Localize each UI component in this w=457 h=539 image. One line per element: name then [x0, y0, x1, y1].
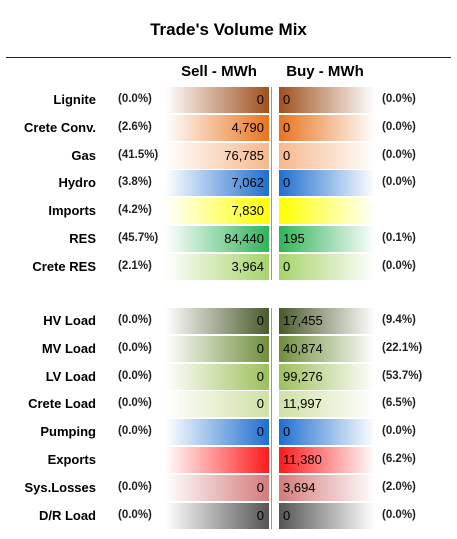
buy-percent: (0.0%) [382, 148, 416, 161]
row-category-label: D/R Load [38, 507, 96, 523]
row-category-label: Gas [71, 147, 96, 163]
sell-value-cell: 76,785 [165, 142, 269, 169]
chart-title: Trade's Volume Mix [150, 20, 307, 39]
sell-value-cell: 0 [165, 335, 269, 362]
row-category-label: MV Load [41, 340, 96, 356]
row-category-label: Imports [48, 203, 96, 219]
sell-percent: (0.0%) [118, 425, 152, 438]
buy-value-cell: 3,694 [279, 474, 375, 501]
sell-value-cell: 7,062 [165, 170, 269, 197]
sell-value-cell: 7,830 [165, 198, 269, 225]
buy-value-cell: 0 [279, 170, 375, 197]
buy-value-cell: 0 [279, 502, 375, 529]
sell-percent: (0.0%) [118, 397, 152, 410]
sell-percent: (4.2%) [118, 204, 152, 217]
buy-value-cell: 17,455 [279, 308, 375, 334]
table-row: MV Load (0.0%) 0 40,874 (22.1%) [0, 335, 457, 362]
table-row: Pumping (0.0%) 0 0 (0.0%) [0, 419, 457, 446]
buy-percent: (6.5%) [382, 397, 416, 410]
sell-value-cell [165, 447, 269, 473]
buy-percent: (0.0%) [382, 93, 416, 105]
table-row: Hydro (3.8%) 7,062 0 (0.0%) [0, 170, 457, 197]
sell-percent: (45.7%) [118, 232, 159, 244]
buy-value-cell: 0 [279, 142, 375, 169]
buy-value-cell: 11,380 [279, 447, 375, 473]
buy-value-cell: 0 [279, 87, 375, 113]
sell-percent: (0.0%) [118, 341, 152, 354]
table-row: D/R Load (0.0%) 0 0 (0.0%) [0, 502, 457, 529]
buy-percent: (0.1%) [382, 232, 416, 244]
buy-value-cell [279, 198, 375, 225]
row-category-label: Crete RES [32, 258, 96, 274]
table-row: Imports (4.2%) 7,830 [0, 198, 457, 225]
title-rule [6, 57, 451, 58]
buy-value-cell: 0 [279, 253, 375, 280]
sell-value-cell: 0 [165, 474, 269, 501]
row-category-label: Sys.Losses [24, 479, 96, 495]
table-row: Exports 11,380 (6.2%) [0, 447, 457, 473]
sell-value-cell: 0 [165, 502, 269, 529]
sell-percent: (2.1%) [118, 259, 152, 272]
buy-percent: (22.1%) [382, 341, 423, 354]
sell-value-cell: 0 [165, 419, 269, 446]
sell-percent: (0.0%) [118, 93, 152, 105]
sell-percent: (3.8%) [118, 176, 152, 189]
row-category-label: RES [69, 231, 96, 246]
column-header-buy: Buy - MWh [286, 63, 364, 80]
table-row: LV Load (0.0%) 0 99,276 (53.7%) [0, 363, 457, 390]
buy-percent: (0.0%) [382, 120, 416, 133]
buy-percent: (0.0%) [382, 259, 416, 272]
sell-percent: (0.0%) [118, 480, 152, 493]
row-category-label: Crete Load [28, 396, 96, 412]
buy-percent: (0.0%) [382, 176, 416, 189]
buy-percent: (6.2%) [382, 453, 416, 465]
sell-value-cell: 4,790 [165, 114, 269, 141]
table-row: RES (45.7%) 84,440 195 (0.1%) [0, 226, 457, 252]
sell-percent: (0.0%) [118, 314, 152, 326]
buy-value-cell: 0 [279, 419, 375, 446]
table-row: Crete Load (0.0%) 0 11,997 (6.5%) [0, 391, 457, 418]
sell-value-cell: 3,964 [165, 253, 269, 280]
sell-percent: (0.0%) [118, 508, 152, 521]
sell-value-cell: 0 [165, 391, 269, 418]
sell-percent: (2.6%) [118, 120, 152, 133]
sell-value-cell: 0 [165, 87, 269, 113]
buy-percent: (0.0%) [382, 508, 416, 521]
sell-value-cell: 0 [165, 363, 269, 390]
sell-value-cell: 84,440 [165, 226, 269, 252]
sell-value-cell: 0 [165, 308, 269, 334]
sell-percent: (41.5%) [118, 148, 159, 161]
table-row: Crete RES (2.1%) 3,964 0 (0.0%) [0, 253, 457, 280]
sell-percent: (0.0%) [118, 369, 152, 382]
row-category-label: HV Load [43, 313, 96, 328]
buy-value-cell: 40,874 [279, 335, 375, 362]
buy-percent: (53.7%) [382, 369, 423, 382]
row-category-label: Hydro [58, 175, 96, 191]
table-row: Sys.Losses (0.0%) 0 3,694 (2.0%) [0, 474, 457, 501]
buy-value-cell: 0 [279, 114, 375, 141]
buy-value-cell: 99,276 [279, 363, 375, 390]
sell-buy-divider [271, 87, 272, 280]
table-row: Gas (41.5%) 76,785 0 (0.0%) [0, 142, 457, 169]
buy-percent: (0.0%) [382, 425, 416, 438]
row-category-label: Lignite [53, 92, 96, 107]
table-row: Crete Conv. (2.6%) 4,790 0 (0.0%) [0, 114, 457, 141]
buy-percent: (2.0%) [382, 480, 416, 493]
column-header-sell: Sell - MWh [181, 63, 257, 80]
buy-value-cell: 11,997 [279, 391, 375, 418]
row-category-label: Exports [47, 452, 96, 467]
buy-value-cell: 195 [279, 226, 375, 252]
table-row: HV Load (0.0%) 0 17,455 (9.4%) [0, 308, 457, 334]
buy-percent: (9.4%) [382, 314, 416, 326]
sell-buy-divider [271, 308, 272, 529]
row-category-label: LV Load [45, 368, 96, 384]
row-category-label: Crete Conv. [24, 119, 96, 135]
row-category-label: Pumping [40, 424, 96, 440]
table-row: Lignite (0.0%) 0 0 (0.0%) [0, 87, 457, 113]
